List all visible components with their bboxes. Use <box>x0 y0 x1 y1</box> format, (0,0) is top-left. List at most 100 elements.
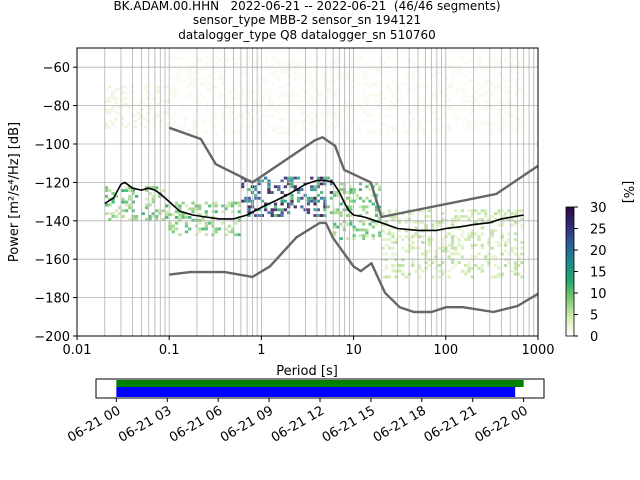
density-cell <box>307 128 311 132</box>
density-cell <box>228 91 232 95</box>
density-cell <box>339 202 343 206</box>
density-cell <box>411 240 415 244</box>
density-cell <box>251 91 255 95</box>
density-cell <box>517 65 521 69</box>
density-cell <box>284 131 288 135</box>
density-cell <box>517 272 521 276</box>
density-cell <box>107 108 112 112</box>
density-cell <box>154 217 159 221</box>
density-cell <box>474 125 478 129</box>
density-cell <box>467 264 471 267</box>
density-cell <box>168 227 172 231</box>
density-cell <box>497 209 501 213</box>
density-cell <box>257 179 261 183</box>
density-cell <box>448 99 452 103</box>
density-cell <box>434 249 438 253</box>
density-cell <box>401 272 405 276</box>
density-cell <box>287 176 291 180</box>
density-cell <box>431 223 435 227</box>
density-cell <box>411 212 415 216</box>
density-cell <box>204 210 208 214</box>
density-cell <box>418 120 422 123</box>
colorbar-swatch <box>565 206 575 337</box>
density-cell <box>270 82 275 86</box>
density-cell <box>520 108 524 112</box>
density-cell <box>460 269 465 273</box>
density-cell <box>464 94 468 97</box>
density-cell <box>172 111 176 115</box>
density-cell <box>215 85 219 89</box>
timeline-tick-label: 06-21 06 <box>167 403 225 445</box>
density-cell <box>441 62 445 66</box>
density-cell <box>218 91 222 95</box>
density-cell <box>237 233 241 237</box>
density-cell <box>487 102 491 106</box>
density-cell <box>346 71 350 74</box>
density-cell <box>270 65 275 69</box>
density-cell <box>447 232 451 236</box>
density-cell <box>260 214 264 217</box>
density-cell <box>362 208 366 212</box>
density-cell <box>437 269 441 273</box>
density-cell <box>198 99 203 103</box>
density-cell <box>310 122 314 126</box>
density-cell <box>267 125 271 129</box>
density-cell <box>182 79 186 83</box>
density-cell <box>323 214 327 217</box>
density-cell <box>415 128 419 132</box>
density-cell <box>497 266 501 270</box>
density-cell <box>336 88 340 92</box>
density-cell <box>330 122 334 126</box>
density-cell <box>300 196 304 200</box>
density-cell <box>179 105 183 109</box>
density-cell <box>346 114 350 118</box>
density-cell <box>497 114 501 118</box>
density-cell <box>124 203 129 207</box>
density-cell <box>120 99 125 103</box>
density-cell <box>111 215 115 218</box>
density-cell <box>277 111 281 115</box>
density-cell <box>447 243 451 247</box>
density-cell <box>169 117 173 120</box>
density-cell <box>300 188 304 192</box>
density-cell <box>480 220 484 224</box>
density-cell <box>198 56 203 60</box>
density-cell <box>401 264 405 267</box>
density-cell <box>493 258 498 262</box>
density-cell <box>178 233 182 237</box>
density-cell <box>362 234 366 238</box>
density-cell <box>497 62 501 66</box>
density-cell <box>277 208 281 212</box>
density-cell <box>313 114 317 118</box>
density-cell <box>470 232 475 236</box>
density-cell <box>320 114 324 118</box>
density-cell <box>274 128 278 132</box>
density-cell <box>280 214 284 217</box>
density-cell <box>330 117 334 120</box>
density-cell <box>365 196 369 200</box>
density-cell <box>497 108 501 112</box>
density-cell <box>264 120 268 123</box>
density-cell <box>234 88 239 92</box>
density-cell <box>414 269 418 273</box>
density-cell <box>504 105 508 109</box>
density-cell <box>313 199 317 203</box>
density-cell <box>260 199 264 203</box>
density-cell <box>437 223 441 227</box>
density-cell <box>353 105 357 109</box>
density-cell <box>503 243 508 247</box>
density-cell <box>114 117 118 120</box>
density-cell <box>178 207 182 211</box>
density-cell <box>385 56 390 60</box>
density-cell <box>238 73 242 77</box>
density-cell <box>404 249 408 253</box>
density-cell <box>414 232 418 236</box>
density-cell <box>438 82 442 86</box>
density-cell <box>369 73 373 77</box>
density-cell <box>339 222 343 226</box>
density-cell <box>202 122 206 126</box>
density-cell <box>124 102 128 106</box>
density-cell <box>336 62 340 66</box>
density-cell <box>352 199 356 203</box>
density-cell <box>404 220 408 224</box>
